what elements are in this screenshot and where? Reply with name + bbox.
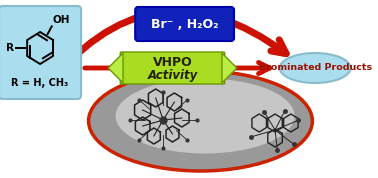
Polygon shape [222, 53, 237, 83]
Text: Brominated Products: Brominated Products [259, 64, 372, 72]
Text: R = H, CH₃: R = H, CH₃ [11, 78, 69, 88]
Ellipse shape [116, 78, 294, 153]
Text: OH: OH [53, 15, 70, 25]
Ellipse shape [280, 53, 350, 83]
Ellipse shape [88, 71, 312, 171]
Text: VHPO: VHPO [153, 56, 192, 69]
FancyArrowPatch shape [42, 11, 286, 93]
Text: R: R [6, 43, 14, 53]
Polygon shape [108, 53, 123, 83]
Text: Activity: Activity [147, 69, 198, 82]
FancyBboxPatch shape [135, 7, 234, 41]
Text: Br⁻ , H₂O₂: Br⁻ , H₂O₂ [151, 17, 218, 30]
FancyBboxPatch shape [0, 6, 81, 99]
FancyBboxPatch shape [120, 52, 225, 84]
